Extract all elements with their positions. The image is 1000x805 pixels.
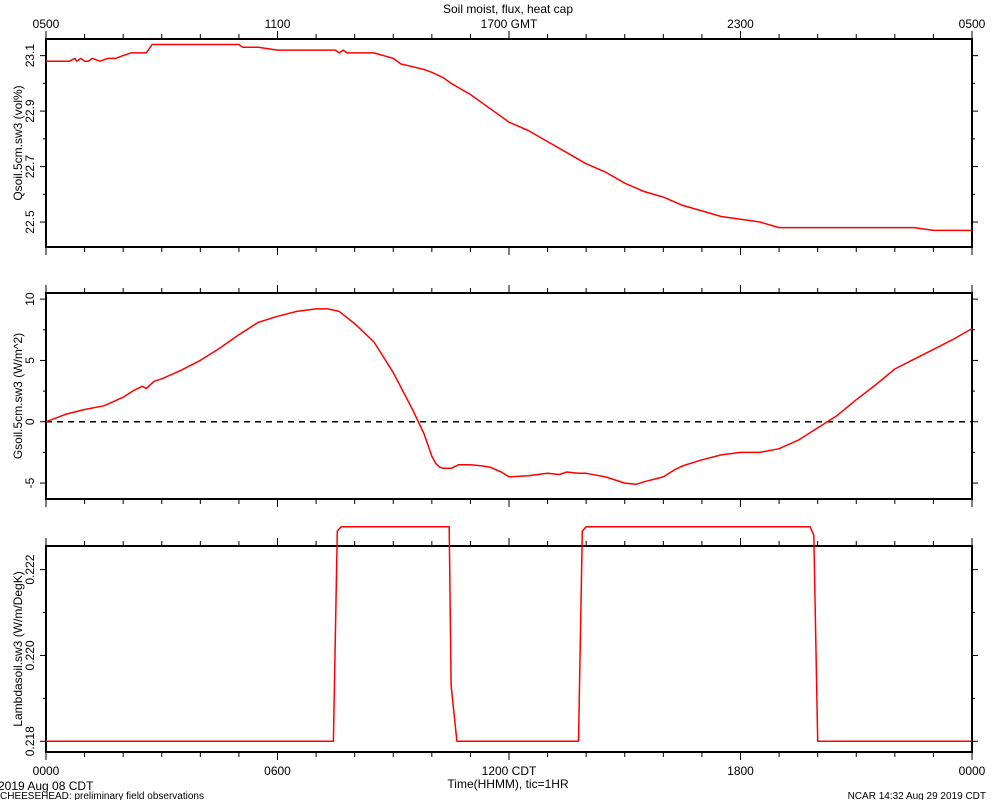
panel-1: 22.5 22.7 22.9 23.1 Qsoil.5cm.sw3 (vol%) 0500… bbox=[11, 17, 986, 255]
panel-frame bbox=[45, 292, 973, 500]
y-axis-label: Gsoil.5cm.sw3 (W/m^2) bbox=[11, 333, 25, 459]
series-line bbox=[45, 308, 973, 486]
y-tick-label: 0.222 bbox=[23, 554, 37, 584]
bottom-x-tick-label: 0600 bbox=[264, 764, 291, 778]
panel-frame bbox=[45, 545, 973, 753]
series-line bbox=[46, 525, 972, 743]
panel-frame bbox=[45, 38, 973, 248]
panel-2: -5 0 5 10 Gsoil.5cm.sw3 (W/m^2) bbox=[11, 285, 978, 507]
y-tick-label: 22.9 bbox=[23, 99, 37, 123]
y-tick-label: 0.220 bbox=[23, 640, 37, 670]
chart-title: Soil moist, flux, heat cap bbox=[443, 2, 573, 16]
series-line bbox=[46, 43, 972, 232]
y-tick-label: 5 bbox=[23, 357, 37, 364]
bottom-x-tick-label: 1800 bbox=[727, 764, 754, 778]
y-tick-label: 23.1 bbox=[23, 44, 37, 68]
top-x-tick-label: 0500 bbox=[959, 17, 986, 31]
y-tick-label: 10 bbox=[23, 292, 37, 306]
top-x-tick-label: 0500 bbox=[33, 17, 60, 31]
bottom-x-tick-label: 0000 bbox=[959, 764, 986, 778]
bottom-x-tick-label: 1200 CDT bbox=[482, 764, 537, 778]
top-x-tick-label: 1100 bbox=[265, 17, 291, 31]
y-tick-label: 0.218 bbox=[23, 726, 37, 756]
y-tick-label: 0 bbox=[23, 418, 37, 425]
y-tick-label: 22.5 bbox=[23, 210, 37, 234]
top-x-tick-label: 1700 GMT bbox=[481, 17, 538, 31]
footer-date: 2019 Aug 08 CDT bbox=[0, 779, 94, 793]
top-x-tick-label: 2300 bbox=[727, 17, 754, 31]
y-tick-label: -5 bbox=[23, 477, 37, 488]
bottom-x-tick-label: 0000 bbox=[33, 764, 60, 778]
y-axis-label: Lambdasoil.sw3 (W/m/DegK) bbox=[11, 571, 25, 726]
y-tick-label: 22.7 bbox=[23, 155, 37, 179]
y-axis-label: Qsoil.5cm.sw3 (vol%) bbox=[11, 85, 25, 200]
x-axis-label: Time(HHMM), tic=1HR bbox=[447, 777, 569, 791]
footer-credit: NCAR 14:32 Aug 29 2019 CDT bbox=[848, 791, 986, 800]
footer-project: CHEESEHEAD: preliminary field observatio… bbox=[0, 791, 204, 800]
